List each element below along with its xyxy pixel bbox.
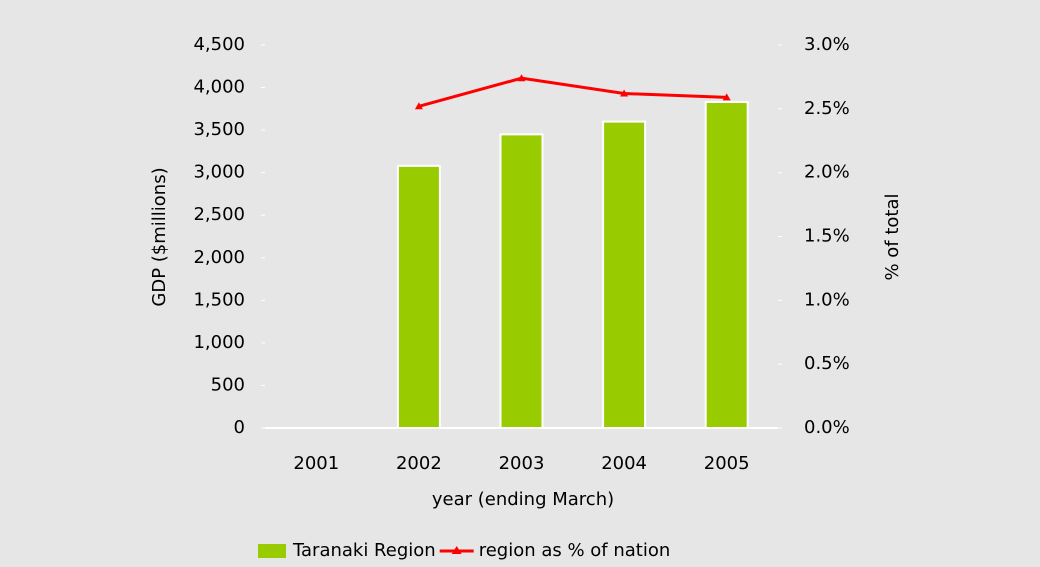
x-tick-label: 2004 [601, 453, 647, 474]
y-tick-label: 2,000 [193, 247, 245, 268]
y-tick-label: 1,500 [193, 289, 245, 310]
bar [396, 164, 441, 429]
bar [602, 120, 647, 429]
y-tick-label: 3,000 [193, 162, 245, 183]
y2-tick-label: 1.0% [804, 289, 850, 310]
y-tick-label: 4,000 [193, 77, 245, 98]
legend-label: Taranaki Region [292, 540, 436, 561]
y2-tick-label: 2.0% [804, 162, 850, 183]
line-marker [722, 93, 731, 101]
y2-tick-label: 0.0% [804, 417, 850, 438]
bar [704, 101, 749, 429]
y-tick-label: 1,000 [193, 332, 245, 353]
y-tick-label: 3,500 [193, 119, 245, 140]
y2-tick-label: 0.5% [804, 353, 850, 374]
bar [499, 133, 544, 429]
y2-tick-label: 2.5% [804, 98, 850, 119]
line-marker [620, 89, 629, 97]
line-marker [414, 102, 423, 110]
legend-label: region as % of nation [479, 540, 671, 561]
x-tick-label: 2001 [293, 453, 339, 474]
y-tick-label: 2,500 [193, 204, 245, 225]
line-marker [517, 74, 526, 82]
y-tick-label: 0 [234, 417, 245, 438]
y2-tick-label: 3.0% [804, 34, 850, 55]
legend-marker [451, 546, 462, 554]
x-axis-label: year (ending March) [432, 489, 614, 510]
y2-axis-label: % of total [882, 193, 903, 280]
x-tick-label: 2002 [396, 453, 442, 474]
x-tick-label: 2005 [704, 453, 750, 474]
legend-swatch [258, 544, 286, 558]
y-tick-label: 500 [211, 374, 245, 395]
y-axis-label: GDP ($millions) [149, 167, 170, 306]
line [418, 76, 727, 108]
y2-tick-label: 1.5% [804, 226, 850, 247]
y-tick-label: 4,500 [193, 34, 245, 55]
x-tick-label: 2003 [499, 453, 545, 474]
